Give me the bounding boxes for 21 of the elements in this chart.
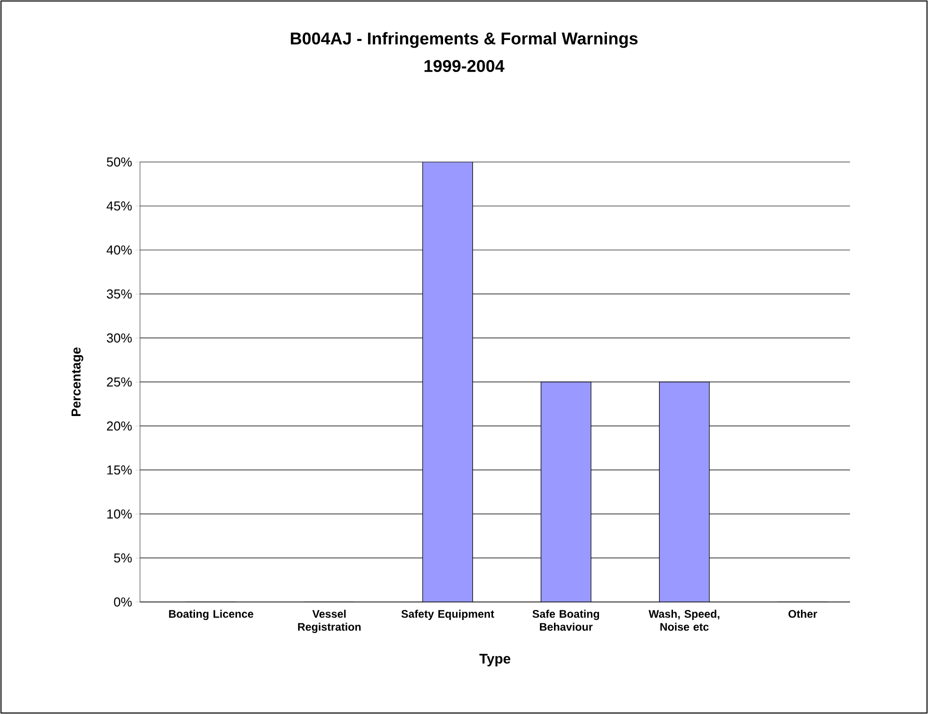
x-tick-label: Safety Equipment — [401, 610, 494, 620]
y-tick-label: 30% — [106, 333, 132, 343]
y-tick-label: 10% — [107, 509, 132, 519]
y-tick-label: 15% — [107, 465, 132, 475]
x-axis-title: Type — [479, 654, 510, 666]
x-tick-label: Safe Boating Behaviour — [532, 610, 600, 631]
y-tick-label: 50% — [106, 157, 132, 167]
x-tick-label: Other — [788, 610, 818, 618]
chart-title: B004AJ - Infringements & Formal Warnings — [290, 32, 638, 48]
y-tick-label: 5% — [114, 553, 132, 563]
x-tick-label: Vessel Registration — [298, 610, 361, 633]
y-axis-title: Percentage — [72, 348, 84, 416]
y-tick-label: 35% — [106, 289, 132, 299]
y-tick-label: 25% — [106, 377, 132, 387]
y-tick-label: 40% — [106, 245, 132, 255]
chart-subtitle: 1999-2004 — [424, 60, 504, 72]
x-tick-label: Wash, Speed, Noise etc — [648, 610, 720, 631]
y-tick-label: 45% — [106, 201, 132, 211]
y-tick-label: 0% — [114, 597, 132, 607]
x-tick-label: Boating Licence — [169, 610, 254, 620]
y-tick-label: 20% — [106, 421, 132, 431]
